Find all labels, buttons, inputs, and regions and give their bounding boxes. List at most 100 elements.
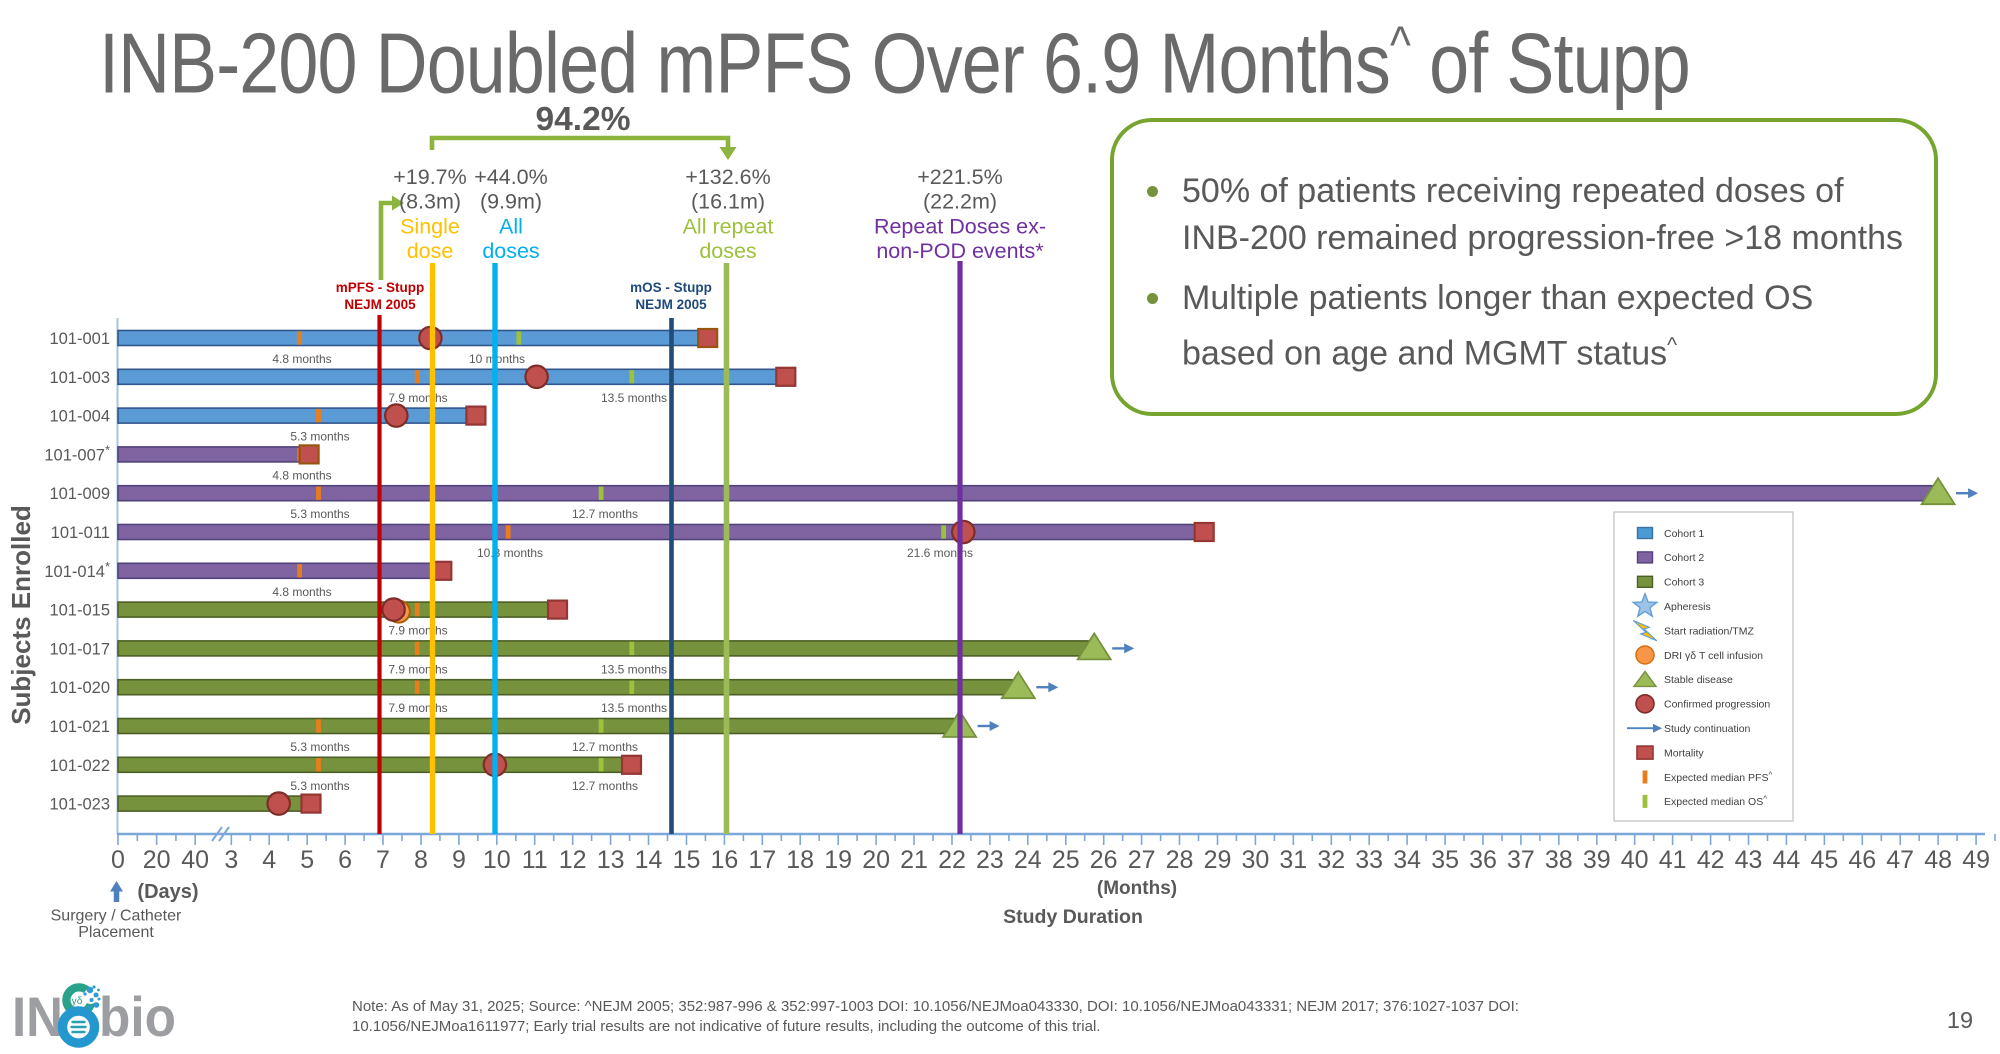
svg-text:NEJM 2005: NEJM 2005 (344, 297, 416, 312)
svg-text:46: 46 (1848, 846, 1876, 874)
svg-text:9: 9 (452, 846, 466, 874)
svg-text:DRI γδ T cell infusion: DRI γδ T cell infusion (1664, 650, 1763, 662)
svg-text:101-004: 101-004 (49, 408, 110, 426)
svg-text:0: 0 (111, 846, 125, 874)
svg-text:5.3 months: 5.3 months (290, 430, 349, 444)
svg-text:non-POD events*: non-POD events* (876, 239, 1044, 263)
svg-text:6: 6 (338, 846, 352, 874)
svg-text:10: 10 (483, 846, 511, 874)
svg-text:101-021: 101-021 (49, 718, 110, 736)
svg-text:20: 20 (143, 846, 171, 874)
svg-text:Mortality: Mortality (1664, 747, 1704, 759)
svg-text:Cohort 1: Cohort 1 (1664, 528, 1704, 540)
svg-text:Apheresis: Apheresis (1664, 601, 1711, 613)
svg-text:4.8 months: 4.8 months (272, 585, 331, 599)
svg-text:Placement: Placement (78, 924, 154, 941)
svg-text:13.5 months: 13.5 months (601, 662, 667, 676)
svg-text:+132.6%: +132.6% (685, 165, 770, 189)
svg-text:Stable disease: Stable disease (1664, 674, 1733, 686)
svg-text:21: 21 (900, 846, 928, 874)
svg-text:Study Duration: Study Duration (1003, 906, 1143, 928)
svg-text:31: 31 (1279, 846, 1307, 874)
svg-text:40: 40 (1621, 846, 1649, 874)
svg-text:23: 23 (976, 846, 1004, 874)
svg-text:bio: bio (99, 985, 176, 1048)
svg-text:Single: Single (400, 214, 460, 238)
svg-text:12.7 months: 12.7 months (572, 779, 638, 793)
svg-text:15: 15 (673, 846, 701, 874)
svg-text:12.7 months: 12.7 months (572, 740, 638, 754)
svg-text:Cohort 2: Cohort 2 (1664, 552, 1704, 564)
svg-text:3: 3 (224, 846, 238, 874)
svg-text:101-009: 101-009 (49, 485, 110, 503)
svg-text:7.9 months: 7.9 months (388, 391, 447, 405)
svg-text:7: 7 (376, 846, 390, 874)
svg-text:35: 35 (1431, 846, 1459, 874)
svg-text:Subjects Enrolled: Subjects Enrolled (6, 505, 36, 725)
svg-text:(Months): (Months) (1097, 878, 1177, 899)
svg-text:45: 45 (1810, 846, 1838, 874)
svg-text:5.3 months: 5.3 months (290, 779, 349, 793)
svg-text:10.1056/NEJMoa1611977; Early t: 10.1056/NEJMoa1611977; Early trial resul… (352, 1018, 1100, 1035)
svg-text:5.3 months: 5.3 months (290, 507, 349, 521)
svg-text:36: 36 (1469, 846, 1497, 874)
svg-text:37: 37 (1507, 846, 1535, 874)
svg-text:32: 32 (1317, 846, 1345, 874)
svg-text:4.8 months: 4.8 months (272, 468, 331, 482)
svg-text:NEJM 2005: NEJM 2005 (635, 297, 707, 312)
svg-text:mPFS - Stupp: mPFS - Stupp (336, 280, 425, 295)
svg-text:22: 22 (938, 846, 966, 874)
svg-text:101-001: 101-001 (49, 330, 110, 348)
svg-text:41: 41 (1659, 846, 1687, 874)
svg-text:101-007*: 101-007* (44, 442, 110, 464)
svg-text:18: 18 (786, 846, 814, 874)
svg-text:5: 5 (300, 846, 314, 874)
svg-text:doses: doses (699, 239, 756, 263)
svg-text:28: 28 (1166, 846, 1194, 874)
svg-text:5.3 months: 5.3 months (290, 740, 349, 754)
svg-text:101-003: 101-003 (49, 369, 110, 387)
svg-text:All: All (499, 214, 523, 238)
svg-text:101-023: 101-023 (49, 796, 110, 814)
svg-text:4: 4 (262, 846, 276, 874)
svg-text:Study continuation: Study continuation (1664, 723, 1751, 735)
svg-text:42: 42 (1697, 846, 1725, 874)
svg-text:(16.1m): (16.1m) (691, 190, 765, 214)
svg-text:25: 25 (1052, 846, 1080, 874)
svg-text:All repeat: All repeat (683, 214, 774, 238)
svg-text:IN: IN (12, 985, 63, 1048)
svg-text:Expected median PFS^: Expected median PFS^ (1664, 770, 1772, 784)
svg-text:dose: dose (407, 239, 454, 263)
svg-text:10.3 months: 10.3 months (477, 546, 543, 560)
svg-text:γδ: γδ (71, 995, 82, 1007)
svg-text:101-015: 101-015 (49, 602, 110, 620)
svg-text:4.8 months: 4.8 months (272, 352, 331, 366)
svg-text:+19.7%: +19.7% (393, 165, 467, 189)
svg-text:38: 38 (1545, 846, 1573, 874)
svg-text:43: 43 (1735, 846, 1763, 874)
svg-text:doses: doses (482, 239, 539, 263)
svg-text:94.2%: 94.2% (536, 101, 631, 138)
svg-text:+44.0%: +44.0% (474, 165, 548, 189)
svg-text:(Days): (Days) (137, 881, 198, 903)
svg-text:12.7 months: 12.7 months (572, 507, 638, 521)
svg-text:7.9 months: 7.9 months (388, 624, 447, 638)
svg-text:(8.3m): (8.3m) (399, 190, 461, 214)
svg-text:16: 16 (710, 846, 738, 874)
svg-text:8: 8 (414, 846, 428, 874)
svg-text:20: 20 (862, 846, 890, 874)
svg-text:101-011: 101-011 (51, 524, 110, 542)
svg-text:13.5 months: 13.5 months (601, 701, 667, 715)
svg-text:101-020: 101-020 (49, 679, 110, 697)
svg-text:48: 48 (1924, 846, 1952, 874)
svg-text:Surgery / Catheter: Surgery / Catheter (51, 908, 182, 925)
svg-text:+221.5%: +221.5% (917, 165, 1002, 189)
svg-text:Repeat Doses ex-: Repeat Doses ex- (874, 214, 1046, 238)
svg-text:12: 12 (559, 846, 587, 874)
svg-text:7.9 months: 7.9 months (388, 662, 447, 676)
svg-text:40: 40 (181, 846, 209, 874)
svg-text:14: 14 (635, 846, 663, 874)
svg-text:39: 39 (1583, 846, 1611, 874)
svg-text:19: 19 (824, 846, 852, 874)
svg-text:13: 13 (597, 846, 625, 874)
